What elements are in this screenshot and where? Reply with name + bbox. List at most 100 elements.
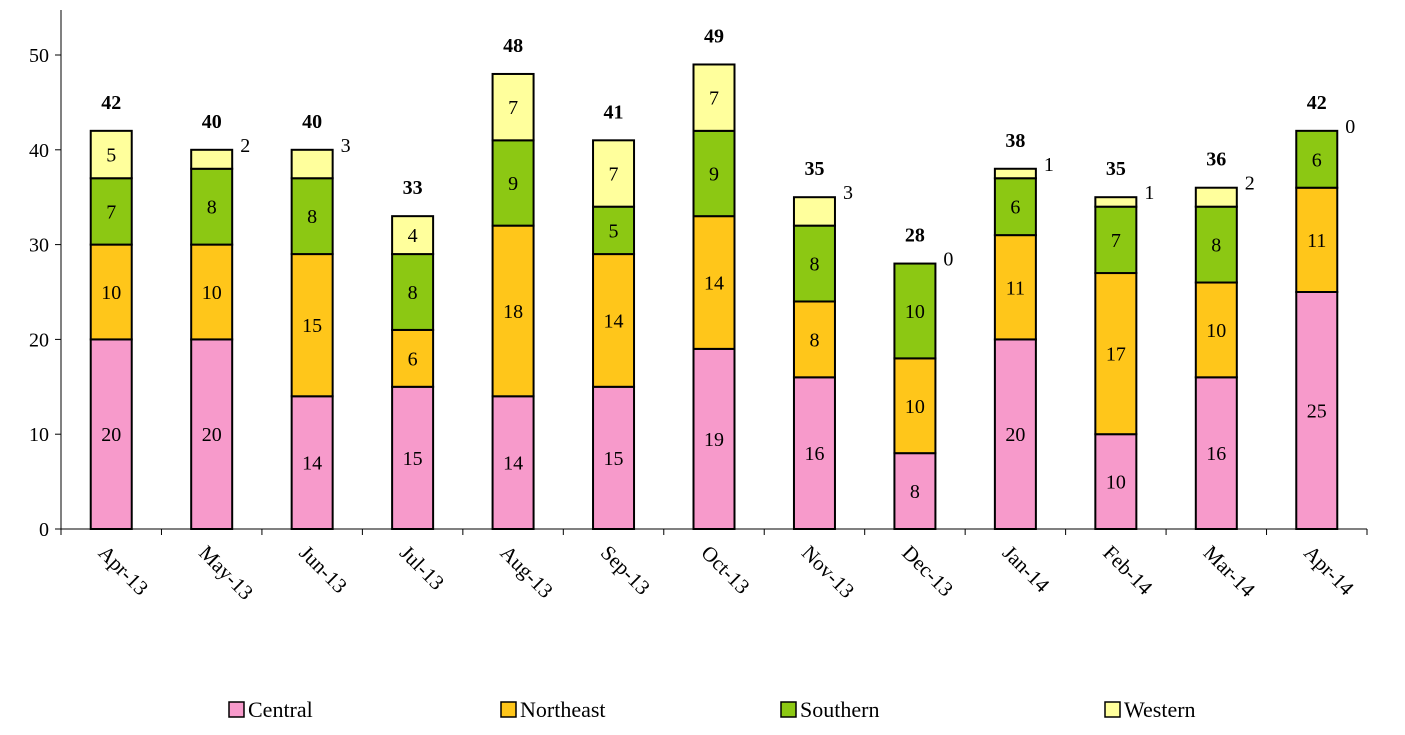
segment-value-label: 7 <box>106 201 116 223</box>
y-tick-label: 50 <box>29 45 49 67</box>
total-value-label: 38 <box>1005 130 1025 152</box>
y-tick-label: 0 <box>39 519 49 541</box>
segment-value-label: 16 <box>1206 443 1226 465</box>
y-tick-label: 30 <box>29 235 49 257</box>
x-axis: Apr-13 May-13 Jun-13 Jul-13 Aug-13 Sep-13 Oct-… <box>60 528 1368 605</box>
segment-value-label: 25 <box>1307 401 1327 423</box>
segment-value-label: 15 <box>302 315 322 337</box>
legend-label: Western <box>1124 697 1196 722</box>
legend-item-southern: Southern <box>780 697 879 722</box>
segment-value-label: 1 <box>1044 154 1054 176</box>
legend-label: Northeast <box>520 697 606 722</box>
x-tick-label: Jun-13 <box>295 541 352 598</box>
segment-value-label: 0 <box>1345 116 1355 138</box>
bar-segment-western <box>1094 196 1138 208</box>
legend-swatch <box>500 701 517 718</box>
bar-segment-southern <box>893 262 937 360</box>
total-value-label: 42 <box>101 92 121 114</box>
segment-value-label: 8 <box>408 282 418 304</box>
segment-value-label: 10 <box>905 396 925 418</box>
segment-value-label: 8 <box>207 197 217 219</box>
bar-segment-northeast <box>290 253 334 398</box>
segment-value-label: 6 <box>408 348 418 370</box>
bar-segment-northeast <box>1295 186 1339 293</box>
bar-segment-central <box>190 338 234 530</box>
bar-segment-central <box>592 385 636 530</box>
data-labels-group: 2010754220108240141583401568433141897481… <box>101 25 1355 503</box>
segment-value-label: 20 <box>1005 424 1025 446</box>
segment-value-label: 14 <box>302 453 322 475</box>
bar-segment-central <box>1194 376 1238 530</box>
bar-segment-western <box>692 63 736 132</box>
segment-value-label: 16 <box>804 443 824 465</box>
total-value-label: 49 <box>704 25 724 47</box>
segment-value-label: 11 <box>1006 277 1025 299</box>
legend-swatch <box>780 701 797 718</box>
segment-value-label: 3 <box>341 135 351 157</box>
bar-segment-southern <box>1094 205 1138 275</box>
segment-value-label: 8 <box>307 206 317 228</box>
bar-segment-western <box>89 129 133 180</box>
segment-value-label: 7 <box>508 97 518 119</box>
segment-value-label: 6 <box>1010 197 1020 219</box>
bar-segment-northeast <box>692 215 736 350</box>
bar-segment-western <box>592 139 636 208</box>
bar-segment-western <box>190 148 234 170</box>
total-value-label: 42 <box>1307 92 1327 114</box>
segment-value-label: 4 <box>408 225 418 247</box>
segment-value-label: 7 <box>709 88 719 110</box>
total-value-label: 40 <box>302 111 322 133</box>
segment-value-label: 10 <box>202 282 222 304</box>
bar-segment-northeast <box>993 234 1037 341</box>
bar-segment-western <box>391 215 435 256</box>
x-tick-label: Feb-14 <box>1098 541 1157 600</box>
x-tick-label: Aug-13 <box>496 541 558 603</box>
y-tick-label: 10 <box>29 424 49 446</box>
x-tick-label: May-13 <box>194 541 258 605</box>
legend: Central Northeast Southern Western <box>228 697 1196 722</box>
segment-value-label: 9 <box>508 173 518 195</box>
legend-swatch <box>1104 701 1121 718</box>
bar-segment-northeast <box>391 328 435 388</box>
segment-value-label: 5 <box>609 220 619 242</box>
x-tick-label: Apr-14 <box>1299 541 1359 601</box>
legend-label: Southern <box>800 697 879 722</box>
segment-value-label: 6 <box>1312 149 1322 171</box>
segment-value-label: 15 <box>403 448 423 470</box>
segment-value-label: 14 <box>503 453 523 475</box>
segment-value-label: 20 <box>202 424 222 446</box>
bar-segment-western <box>792 196 836 227</box>
segment-value-label: 10 <box>1206 320 1226 342</box>
bars-group <box>89 63 1339 531</box>
y-tick-label: 20 <box>29 329 49 351</box>
segment-value-label: 2 <box>1245 173 1255 195</box>
bar-segment-northeast <box>893 357 937 455</box>
bar-segment-northeast <box>1094 272 1138 436</box>
bar-segment-northeast <box>792 300 836 379</box>
segment-value-label: 8 <box>910 481 920 503</box>
legend-item-northeast: Northeast <box>500 697 606 722</box>
bar-segment-western <box>290 148 334 180</box>
bar-segment-central <box>89 338 133 530</box>
y-tick-label: 40 <box>29 140 49 162</box>
bar-segment-western <box>1194 186 1238 208</box>
legend-label: Central <box>248 697 313 722</box>
segment-value-label: 15 <box>604 448 624 470</box>
segment-value-label: 10 <box>101 282 121 304</box>
legend-swatch <box>228 701 245 718</box>
bar-segment-southern <box>491 139 535 227</box>
segment-value-label: 11 <box>1307 230 1326 252</box>
x-tick-label: Dec-13 <box>897 541 958 602</box>
bar-segment-southern <box>1194 205 1238 284</box>
y-axis: 0 10 20 30 40 50 <box>29 10 62 541</box>
segment-value-label: 1 <box>1144 182 1154 204</box>
total-value-label: 40 <box>202 111 222 133</box>
bar-segment-western <box>491 72 535 142</box>
segment-value-label: 0 <box>943 249 953 271</box>
bar-segment-central <box>1295 291 1339 530</box>
x-tick-label: Mar-14 <box>1199 541 1261 603</box>
segment-value-label: 20 <box>101 424 121 446</box>
total-value-label: 36 <box>1206 149 1226 171</box>
segment-value-label: 18 <box>503 301 523 323</box>
segment-value-label: 17 <box>1106 344 1126 366</box>
